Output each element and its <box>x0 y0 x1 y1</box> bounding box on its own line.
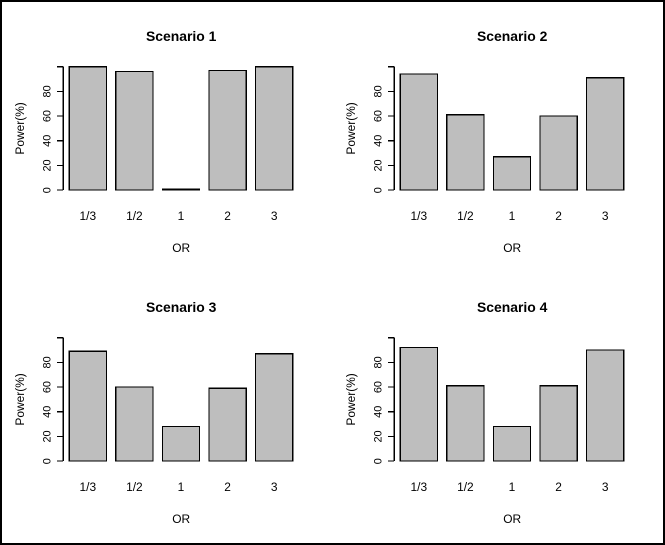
scenario-3-chart: Scenario 3 0 20 40 60 80 Power(%) 1/3 1/2 1 2 3 OR <box>13 299 294 526</box>
x-category-label: 2 <box>224 209 231 223</box>
scenario-1-chart: Scenario 1 0 20 40 60 80 Power(%) 1/3 1/2 1 2 3 OR <box>13 28 294 255</box>
bar <box>445 385 485 462</box>
x-category-label: 1 <box>178 209 185 223</box>
y-axis-tick-label: 60 <box>372 110 384 122</box>
x-axis-label: OR <box>503 512 521 526</box>
y-axis-tick-label: 40 <box>41 405 53 417</box>
chart-title: Scenario 3 <box>146 299 217 315</box>
x-axis-label: OR <box>503 241 521 255</box>
chart-title: Scenario 4 <box>476 299 547 315</box>
bar <box>68 66 108 191</box>
y-axis-tick-label: 60 <box>41 381 53 393</box>
y-axis-tick-label: 0 <box>372 458 384 464</box>
bar <box>68 350 108 462</box>
x-category-label: 1 <box>508 480 515 494</box>
bar <box>115 386 154 462</box>
bar <box>492 425 531 462</box>
y-axis-tick-label: 20 <box>41 430 53 442</box>
x-axis-label: OR <box>172 512 190 526</box>
x-category-label: 1/3 <box>80 209 97 223</box>
y-axis-tick-label: 0 <box>372 187 384 193</box>
bar <box>254 66 294 191</box>
y-axis-tick-label: 80 <box>41 356 53 368</box>
scenario-4-chart: Scenario 4 0 20 40 60 80 Power(%) 1/3 1/2 1 2 3 OR <box>343 299 624 526</box>
y-axis-tick-label: 20 <box>41 159 53 171</box>
x-category-label: 3 <box>601 209 608 223</box>
y-axis-tick-label: 80 <box>372 356 384 368</box>
y-axis-tick-label: 60 <box>372 381 384 393</box>
y-axis-tick-label: 20 <box>372 159 384 171</box>
bar <box>399 346 438 462</box>
bar <box>399 73 438 191</box>
bar <box>115 71 154 191</box>
x-category-label: 1 <box>508 209 515 223</box>
x-category-label: 1 <box>178 480 185 494</box>
bar <box>538 385 578 462</box>
bar <box>161 188 201 191</box>
chart-title: Scenario 1 <box>146 28 217 44</box>
x-category-label: 1/2 <box>126 209 143 223</box>
y-axis-tick-label: 0 <box>41 458 53 464</box>
y-axis-tick-label: 40 <box>372 405 384 417</box>
x-category-label: 3 <box>601 480 608 494</box>
chart-title: Scenario 2 <box>476 28 547 44</box>
x-category-label: 1/3 <box>410 480 427 494</box>
y-axis-tick-label: 20 <box>372 430 384 442</box>
x-category-label: 1/2 <box>457 209 474 223</box>
x-category-label: 3 <box>271 480 278 494</box>
scenario-2-chart: Scenario 2 0 20 40 60 80 Power(%) 1/3 1/2 1 2 3 OR <box>343 28 624 255</box>
bar <box>538 115 578 191</box>
y-axis-tick-label: 0 <box>41 187 53 193</box>
y-axis-label: Power(%) <box>13 102 27 154</box>
y-axis-label: Power(%) <box>13 373 27 425</box>
bar <box>208 69 247 191</box>
x-category-label: 2 <box>555 480 562 494</box>
panel-scenario-1: Scenario 1 0 20 40 60 80 Power(%) 1/3 1/2 1 2 3 OR <box>2 2 333 273</box>
y-axis-tick-label: 40 <box>41 135 53 147</box>
y-axis-tick-label: 40 <box>372 135 384 147</box>
x-category-label: 2 <box>555 209 562 223</box>
y-axis-label: Power(%) <box>343 373 357 425</box>
y-axis-tick-label: 60 <box>41 110 53 122</box>
x-category-label: 1/2 <box>457 480 474 494</box>
y-axis-tick-label: 80 <box>41 85 53 97</box>
x-category-label: 1/3 <box>80 480 97 494</box>
panel-scenario-3: Scenario 3 0 20 40 60 80 Power(%) 1/3 1/2 1 2 3 OR <box>2 273 333 543</box>
bar <box>254 352 294 462</box>
x-category-label: 1/3 <box>410 209 427 223</box>
x-axis-label: OR <box>172 241 190 255</box>
bar <box>208 387 247 462</box>
bar <box>492 156 531 191</box>
x-category-label: 3 <box>271 209 278 223</box>
x-category-label: 1/2 <box>126 480 143 494</box>
y-axis-label: Power(%) <box>343 102 357 154</box>
bar <box>585 77 624 191</box>
panel-scenario-2: Scenario 2 0 20 40 60 80 Power(%) 1/3 1/2 1 2 3 OR <box>333 2 664 273</box>
x-category-label: 2 <box>224 480 231 494</box>
bar <box>161 425 201 462</box>
bar <box>585 349 624 462</box>
y-axis-tick-label: 80 <box>372 85 384 97</box>
bar <box>445 114 485 191</box>
panel-scenario-4: Scenario 4 0 20 40 60 80 Power(%) 1/3 1/2 1 2 3 OR <box>333 273 664 543</box>
